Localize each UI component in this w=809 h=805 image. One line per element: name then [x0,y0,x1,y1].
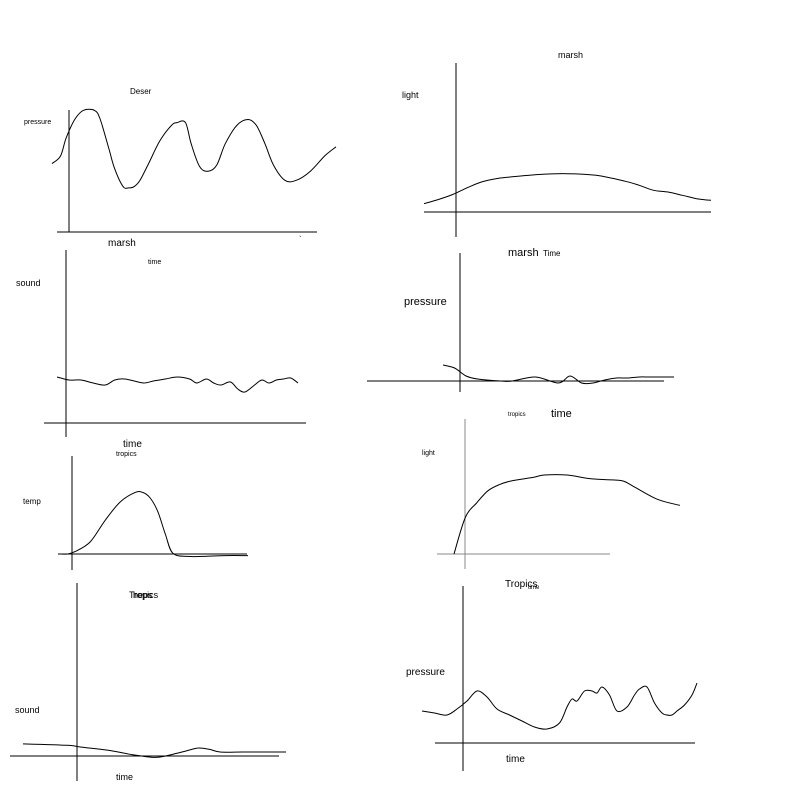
chart-6-ylabel: light [422,450,435,457]
chart-4-title: time [551,408,572,420]
chart-8: time pressure time [406,585,698,771]
chart-3-ylabel: sound [16,278,41,288]
chart-5-title: tropics [116,451,137,458]
chart-1-series-line [51,108,337,189]
chart-3-title: time [148,259,161,266]
chart-6: tropics light Tropics [422,412,681,590]
chart-2-title: marsh [558,50,583,60]
chart-7: heps Tropics sound time [10,583,286,782]
chart-1-tick-mark: ` [299,235,302,244]
chart-7-series-line [22,743,286,758]
chart-4-series-line [442,364,674,385]
chart-7-extra: heps [133,590,153,600]
chart-8-xlabel: time [506,754,525,765]
chart-2-xlabel: Time [543,249,561,258]
chart-3-series-line [56,376,299,393]
chart-1-title: Deser [130,87,152,96]
chart-8-series-line [421,682,698,730]
chart-5-ylabel: temp [23,497,41,506]
chart-2-series-line [423,173,712,205]
chart-4-ylabel: pressure [404,296,447,308]
chart-7-xlabel: time [116,772,133,782]
chart-6-title: tropics [508,412,526,418]
chart-3-xlabel: time [123,439,142,450]
chart-7-title: Tropics [129,590,159,600]
chart-4-xlabel: marsh [508,247,539,259]
chart-2: marsh light Time [402,50,712,258]
chart-6-series-line [453,474,681,555]
chart-5: tropics temp time [23,451,249,570]
chart-8-ylabel: pressure [406,667,445,678]
chart-4: time pressure marsh [367,247,674,420]
chart-1-xlabel: marsh [108,238,136,249]
chart-5-series-line [59,490,249,558]
chart-7-ylabel: sound [15,705,40,715]
chart-1: Deser pressure marsh ` [24,87,337,249]
chart-2-ylabel: light [402,90,419,100]
chart-6-xlabel: Tropics [505,579,537,590]
chart-8-extra: time [528,585,540,591]
chart-3: time sound time [16,250,306,450]
chart-1-ylabel: pressure [24,119,51,126]
